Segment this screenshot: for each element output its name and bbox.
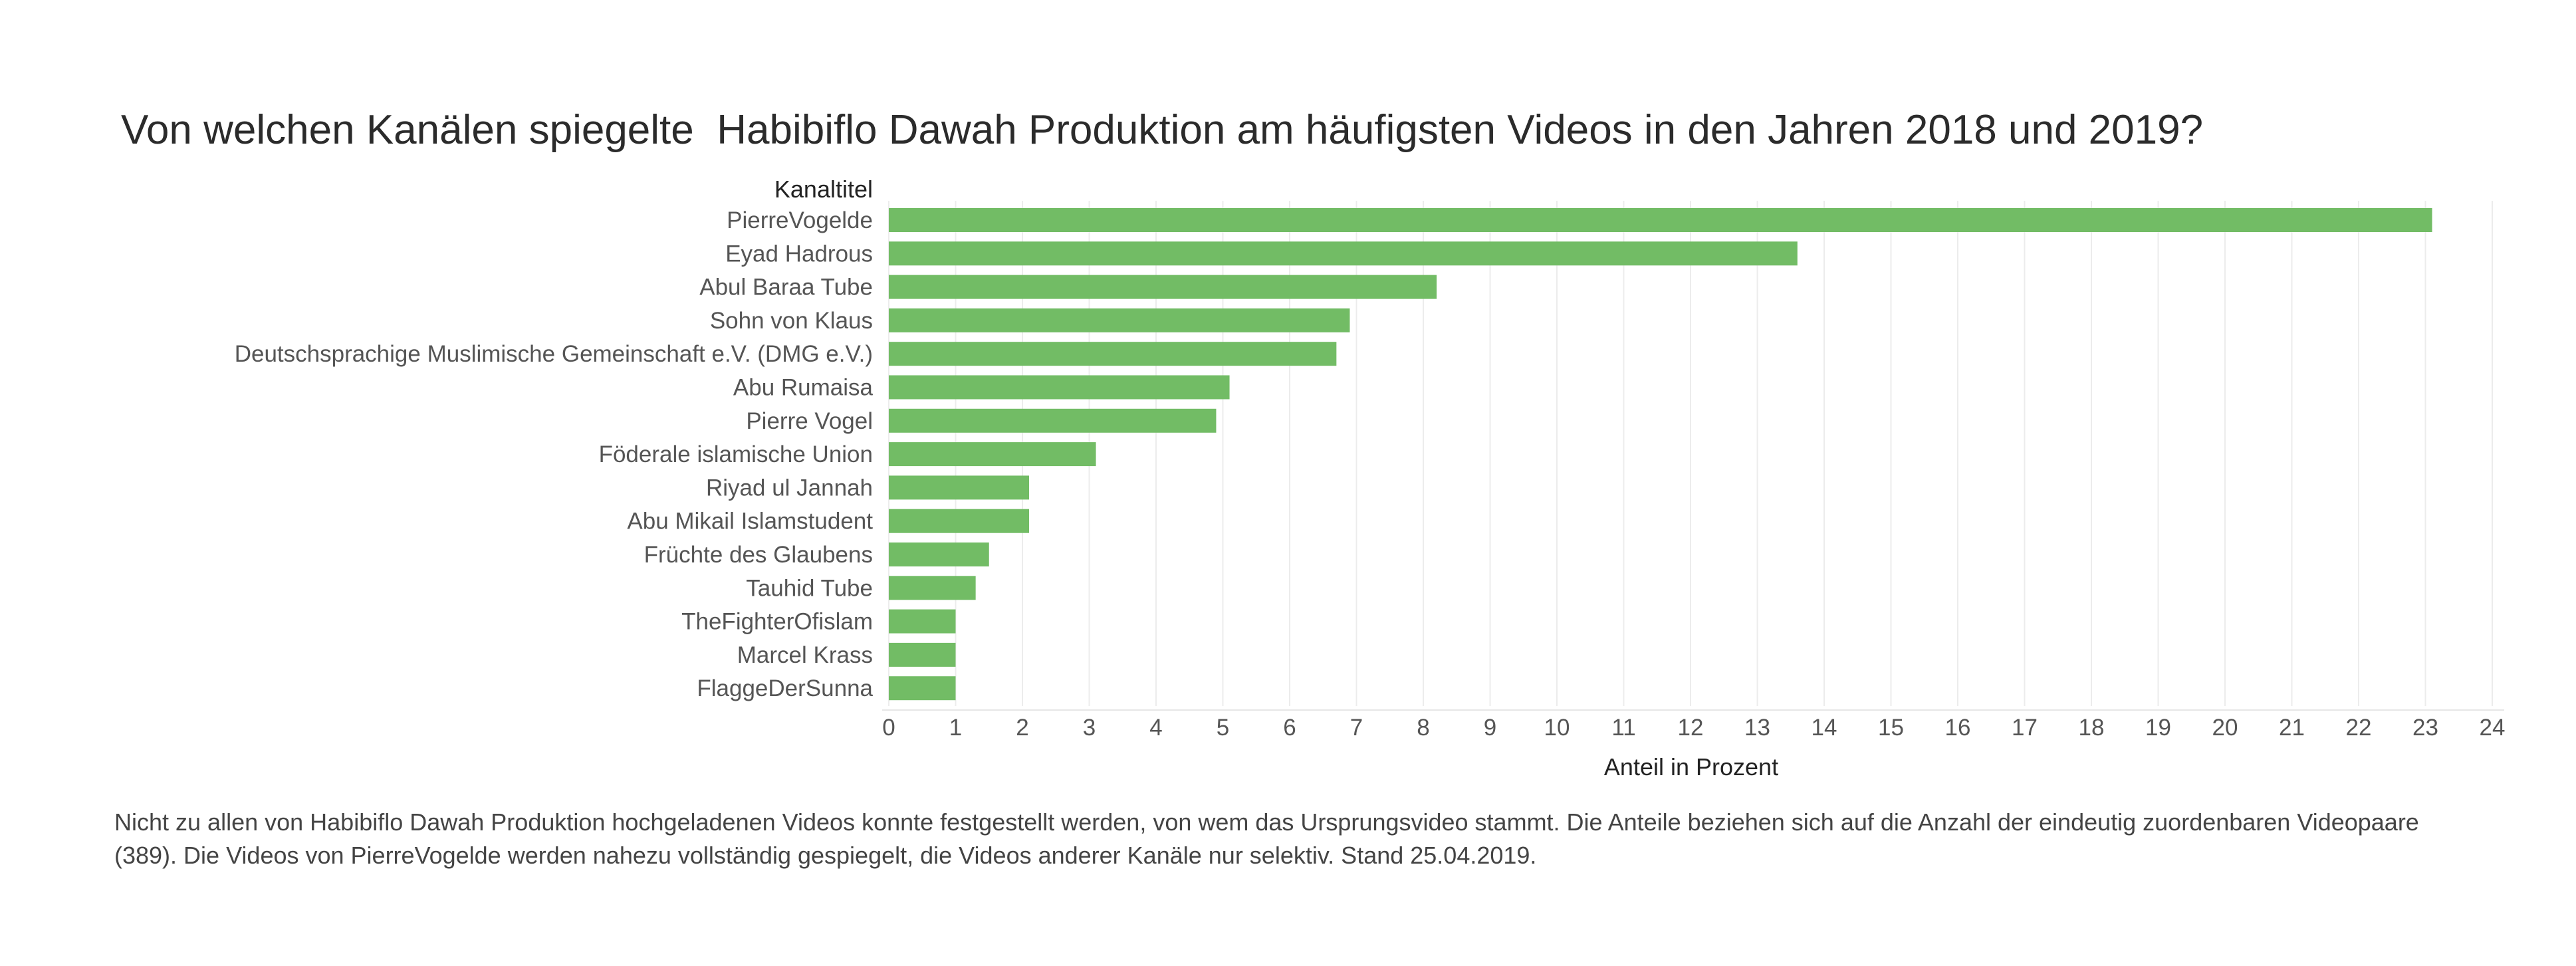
- y-axis-label: Kanaltitel: [774, 176, 873, 203]
- category-label: FlaggeDerSunna: [697, 675, 873, 701]
- category-label: TheFighterOfislam: [681, 609, 873, 635]
- bar: [889, 475, 1030, 500]
- category-label: Sohn von Klaus: [710, 308, 873, 334]
- category-label: Abu Mikail Islamstudent: [627, 509, 873, 535]
- bar: [889, 576, 976, 600]
- x-tick-label: 14: [1812, 715, 1837, 741]
- bar: [889, 241, 1798, 266]
- category-labels: PierreVogelde Eyad Hadrous Abul Baraa Tube…: [235, 207, 874, 701]
- bar: [889, 442, 1096, 467]
- category-label: PierreVogelde: [727, 207, 873, 233]
- x-tick-label: 7: [1350, 715, 1363, 741]
- x-tick-label: 8: [1417, 715, 1429, 741]
- x-tick-label: 12: [1678, 715, 1704, 741]
- category-label: Tauhid Tube: [746, 575, 873, 601]
- category-label: Pierre Vogel: [746, 408, 873, 434]
- category-label: Früchte des Glaubens: [644, 542, 873, 568]
- bar: [889, 275, 1437, 299]
- category-label: Abu Rumaisa: [733, 375, 874, 401]
- x-tick-label: 1: [949, 715, 962, 741]
- x-tick-label: 17: [2012, 715, 2038, 741]
- bar: [889, 308, 1350, 332]
- x-tick-label: 24: [2480, 715, 2506, 741]
- bar: [889, 342, 1337, 366]
- x-tick-label: 21: [2279, 715, 2305, 741]
- category-label: Eyad Hadrous: [725, 241, 873, 267]
- x-tick-label: 6: [1283, 715, 1296, 741]
- chart-title: Von welchen Kanälen spiegelte Habibiflo …: [121, 107, 2204, 153]
- x-tick-label: 15: [1878, 715, 1904, 741]
- x-tick-label: 9: [1484, 715, 1496, 741]
- bar: [889, 609, 956, 634]
- x-tick-label: 18: [2079, 715, 2105, 741]
- x-tick-label: 13: [1744, 715, 1770, 741]
- category-label: Riyad ul Jannah: [706, 475, 873, 501]
- bar: [889, 208, 2432, 232]
- x-tick-label: 0: [882, 715, 895, 741]
- x-tick-label: 19: [2145, 715, 2171, 741]
- bars: [889, 208, 2432, 701]
- x-tick-label: 2: [1016, 715, 1028, 741]
- x-tick-label: 22: [2346, 715, 2372, 741]
- x-tick-label: 16: [1945, 715, 1971, 741]
- x-tick-label: 10: [1544, 715, 1570, 741]
- bar: [889, 375, 1230, 400]
- chart-footnote: Nicht zu allen von Habibiflo Dawah Produ…: [114, 808, 2419, 869]
- bar: [889, 642, 956, 667]
- category-label: Marcel Krass: [737, 642, 873, 668]
- bar: [889, 408, 1217, 433]
- category-label: Abul Baraa Tube: [699, 275, 873, 301]
- x-axis-label: Anteil in Prozent: [1604, 753, 1778, 781]
- bar: [889, 543, 989, 566]
- x-tick-label: 4: [1149, 715, 1162, 741]
- x-tick-label: 3: [1083, 715, 1096, 741]
- x-tick-label: 20: [2212, 715, 2238, 741]
- bar: [889, 509, 1030, 533]
- x-tick-label: 11: [1611, 715, 1635, 741]
- x-tick-labels: 0 1 2 3 4 5 6 7 8 9 10 11 12 13 14 15 16 17 18 19 20 21 22 23 24: [882, 715, 2505, 741]
- category-label: Deutschsprachige Muslimische Gemeinschaf…: [235, 341, 873, 367]
- bar: [889, 676, 956, 701]
- category-label: Föderale islamische Union: [599, 441, 873, 467]
- x-tick-label: 23: [2412, 715, 2438, 741]
- x-tick-label: 5: [1217, 715, 1229, 741]
